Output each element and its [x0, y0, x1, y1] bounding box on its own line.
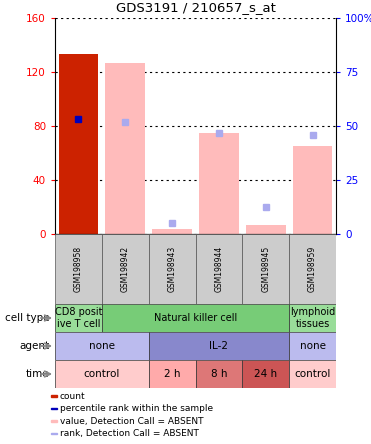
Text: control: control — [83, 369, 120, 379]
Bar — [50, 395, 57, 397]
Text: GSM198945: GSM198945 — [261, 246, 270, 292]
Bar — [293, 146, 332, 234]
Bar — [50, 408, 57, 409]
Bar — [102, 304, 289, 332]
Bar — [55, 234, 102, 304]
Text: GSM198944: GSM198944 — [214, 246, 223, 292]
Text: GSM198942: GSM198942 — [121, 246, 130, 292]
Text: none: none — [300, 341, 326, 351]
Text: GSM198959: GSM198959 — [308, 246, 317, 292]
Bar — [149, 332, 289, 360]
Text: percentile rank within the sample: percentile rank within the sample — [60, 404, 213, 413]
Bar — [105, 63, 145, 234]
Text: cell type: cell type — [5, 313, 49, 323]
Bar — [50, 432, 57, 434]
Bar — [196, 360, 242, 388]
Text: value, Detection Call = ABSENT: value, Detection Call = ABSENT — [60, 416, 203, 425]
Bar — [59, 55, 98, 234]
Text: lymphoid
tissues: lymphoid tissues — [290, 307, 335, 329]
Bar — [152, 229, 192, 234]
Bar — [102, 234, 149, 304]
Text: CD8 posit
ive T cell: CD8 posit ive T cell — [55, 307, 102, 329]
Bar — [289, 304, 336, 332]
Text: GSM198943: GSM198943 — [168, 246, 177, 292]
Text: 2 h: 2 h — [164, 369, 180, 379]
Bar — [50, 420, 57, 422]
Text: control: control — [295, 369, 331, 379]
Title: GDS3191 / 210657_s_at: GDS3191 / 210657_s_at — [115, 1, 275, 14]
Text: 24 h: 24 h — [254, 369, 277, 379]
Bar — [242, 234, 289, 304]
Text: rank, Detection Call = ABSENT: rank, Detection Call = ABSENT — [60, 429, 198, 438]
Text: IL-2: IL-2 — [209, 341, 229, 351]
Bar — [242, 360, 289, 388]
Bar — [55, 304, 102, 332]
Bar — [289, 332, 336, 360]
Text: Natural killer cell: Natural killer cell — [154, 313, 237, 323]
Text: agent: agent — [19, 341, 49, 351]
Text: GSM198958: GSM198958 — [74, 246, 83, 292]
Bar — [289, 360, 336, 388]
Bar — [149, 234, 196, 304]
Bar — [55, 360, 149, 388]
Text: 8 h: 8 h — [211, 369, 227, 379]
Bar — [289, 234, 336, 304]
Bar — [149, 360, 196, 388]
Bar — [55, 332, 149, 360]
Bar — [196, 234, 242, 304]
Bar — [246, 225, 286, 234]
Text: none: none — [89, 341, 115, 351]
Text: count: count — [60, 392, 85, 400]
Bar — [199, 133, 239, 234]
Text: time: time — [26, 369, 49, 379]
